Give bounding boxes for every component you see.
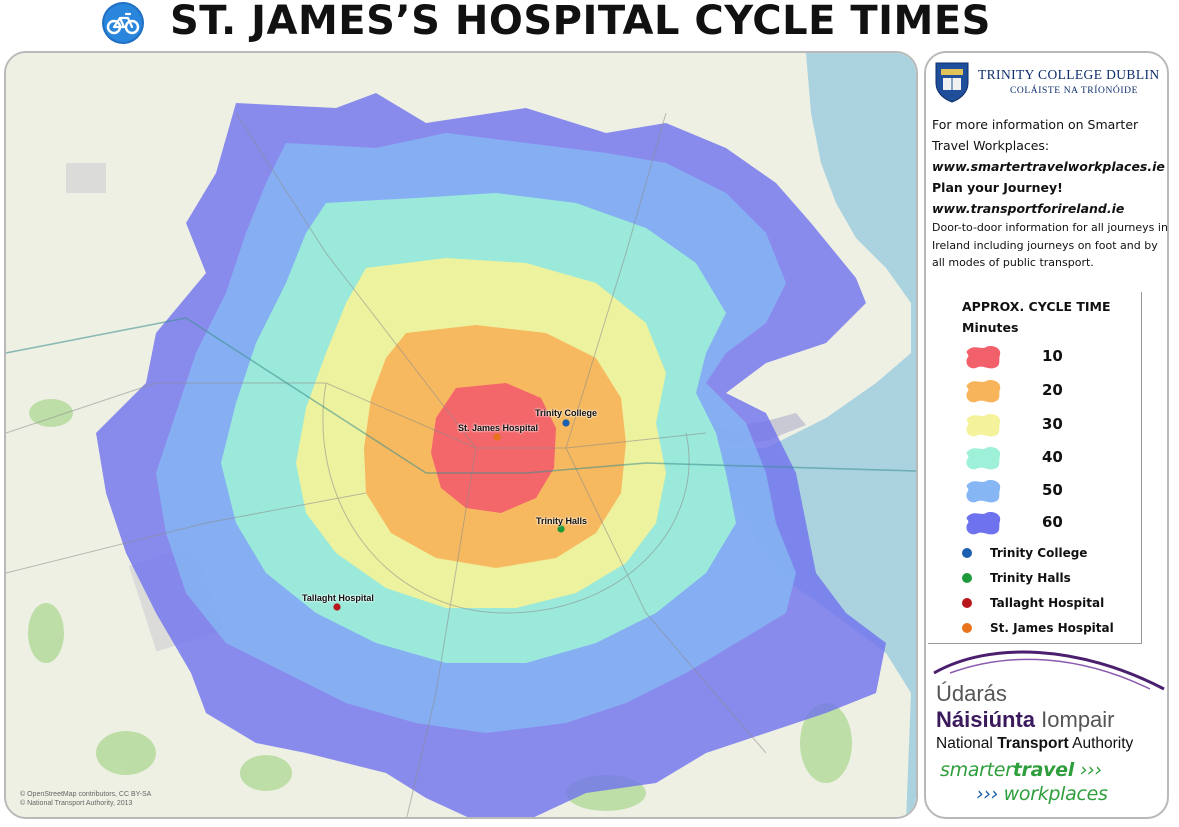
st-smarter: smarter: [940, 759, 1013, 781]
cycle-time-map[interactable]: Trinity College St. James Hospital Trini…: [4, 51, 918, 819]
map-credit-nta: © National Transport Authority, 2013: [20, 800, 133, 807]
nta-line-3-a: National: [936, 735, 998, 752]
legend-label-st-james-hospital: St. James Hospital: [990, 621, 1114, 635]
page-title: ST. JAMES’S HOSPITAL CYCLE TIMES: [170, 0, 991, 44]
swatch-20: [966, 379, 1001, 403]
crest-icon: [935, 62, 969, 103]
legend-label-trinity-halls: Trinity Halls: [990, 571, 1071, 585]
nta-line-3-b: Transport: [997, 735, 1069, 752]
label-trinity-halls: Trinity Halls: [536, 516, 588, 526]
map-canvas: [6, 53, 916, 817]
tcd-irish-name: COLÁISTE NA TRÍONÓIDE: [1010, 86, 1139, 96]
nta-line-2-bold: Náisiúnta: [936, 707, 1036, 732]
legend-value-50: 50: [1042, 481, 1063, 499]
nta-line-3-c: Authority: [1068, 735, 1134, 752]
legend-value-30: 30: [1042, 415, 1063, 433]
marker-tallaght-hospital: [333, 603, 341, 611]
nta-line-3: National Transport Authority: [936, 735, 1133, 753]
nta-line-2: Náisiúnta Iompair: [936, 707, 1115, 733]
title-bar: ST. JAMES’S HOSPITAL CYCLE TIMES: [0, 0, 1179, 50]
map-credit-osm: © OpenStreetMap contributors, CC BY-SA: [20, 791, 152, 798]
info-block: For more information on Smarter Travel W…: [932, 114, 1168, 272]
marker-trinity-halls: [557, 525, 565, 533]
tcd-logo: TRINITY COLLEGE DUBLIN COLÁISTE NA TRÍON…: [934, 61, 1166, 105]
info-line-2: Travel Workplaces:: [932, 138, 1050, 153]
legend-label-trinity-college: Trinity College: [990, 546, 1088, 560]
st-arrows-right: ›››: [1073, 759, 1102, 781]
legend-title: APPROX. CYCLE TIME: [962, 299, 1111, 314]
smarter-travel-wordmark: smartertravel ›››: [940, 759, 1102, 781]
label-st-james-hospital: St. James Hospital: [458, 423, 539, 433]
legend-label-tallaght-hospital: Tallaght Hospital: [990, 596, 1105, 610]
swatch-30: [966, 413, 1001, 437]
tcd-name: TRINITY COLLEGE DUBLIN: [978, 67, 1160, 82]
marker-trinity-college: [562, 419, 570, 427]
plan-journey-heading: Plan your Journey!: [932, 180, 1063, 195]
workplaces-wordmark: ››› workplaces: [976, 783, 1108, 805]
legend-dot-trinity-halls: [962, 573, 972, 583]
st-arrows-left: ›››: [976, 783, 1004, 805]
legend-value-60: 60: [1042, 513, 1063, 531]
smarter-travel-link[interactable]: www.smartertravelworkplaces.ie: [932, 159, 1165, 174]
swatch-50: [966, 479, 1001, 503]
legend-dot-trinity-college: [962, 548, 972, 558]
legend-dot-tallaght-hospital: [962, 598, 972, 608]
nta-line-1: Údarás: [936, 681, 1007, 706]
legend-dot-st-james-hospital: [962, 623, 972, 633]
st-travel: travel: [1012, 759, 1075, 781]
transport-for-ireland-link[interactable]: www.transportforireland.ie: [932, 201, 1125, 216]
info-line-1: For more information on Smarter: [932, 117, 1139, 132]
legend-value-10: 10: [1042, 347, 1063, 365]
side-panel: TRINITY COLLEGE DUBLIN COLÁISTE NA TRÍON…: [924, 51, 1169, 819]
st-workplaces: workplaces: [1003, 783, 1108, 805]
swatch-60: [966, 511, 1001, 535]
nta-swoosh-icon: [933, 650, 1165, 691]
legend-value-40: 40: [1042, 448, 1063, 466]
legend: APPROX. CYCLE TIME Minutes 10 20 30 40 5…: [928, 292, 1142, 644]
marker-st-james-hospital: [493, 433, 501, 441]
swatch-40: [966, 446, 1001, 470]
nta-line-2-rest: Iompair: [1035, 707, 1115, 732]
label-tallaght-hospital: Tallaght Hospital: [302, 593, 374, 603]
label-trinity-college: Trinity College: [535, 408, 598, 418]
dublin-bay: [716, 53, 916, 817]
info-description: Door-to-door information for all journey…: [932, 221, 1168, 269]
bicycle-icon: [102, 2, 144, 44]
swatch-10: [966, 345, 1001, 369]
nta-logo: Údarás Náisiúnta Iompair National Transp…: [930, 647, 1167, 817]
legend-subtitle: Minutes: [962, 320, 1019, 335]
legend-value-20: 20: [1042, 381, 1063, 399]
